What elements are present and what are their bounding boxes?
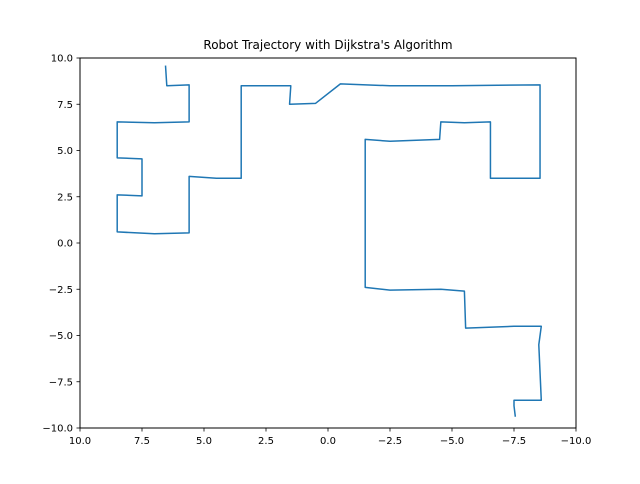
plot-area [116,65,543,417]
y-tick-label: 2.5 [57,192,73,203]
axes-frame [79,57,577,429]
y-tick-label: 7.5 [57,100,73,111]
chart-title: Robot Trajectory with Dijkstra's Algorit… [203,38,452,52]
x-tick-label: 7.5 [134,436,150,447]
x-tick-label: 2.5 [258,436,274,447]
trajectory-line [116,65,543,417]
y-tick-label: 0.0 [57,239,73,250]
x-axis: 10.0 7.5 5.0 2.5 0.0 −2.5 −5.0 −7.5 −10.0 [69,428,591,447]
x-tick-label: −7.5 [502,436,526,447]
y-tick-label: −7.5 [49,377,73,388]
y-tick-label: −2.5 [49,285,73,296]
y-tick-label: −5.0 [49,331,73,342]
x-tick-label: −10.0 [561,436,592,447]
x-tick-label: 0.0 [320,436,336,447]
x-tick-label: −5.0 [440,436,464,447]
y-axis: 10.0 7.5 5.0 2.5 0.0 −2.5 −5.0 −7.5 −10.0 [42,54,80,435]
y-tick-label: −10.0 [42,424,73,435]
x-tick-label: 5.0 [196,436,212,447]
y-tick-label: 5.0 [57,146,73,157]
x-tick-label: 10.0 [69,436,91,447]
x-tick-label: −2.5 [378,436,402,447]
y-tick-label: 10.0 [51,54,73,65]
